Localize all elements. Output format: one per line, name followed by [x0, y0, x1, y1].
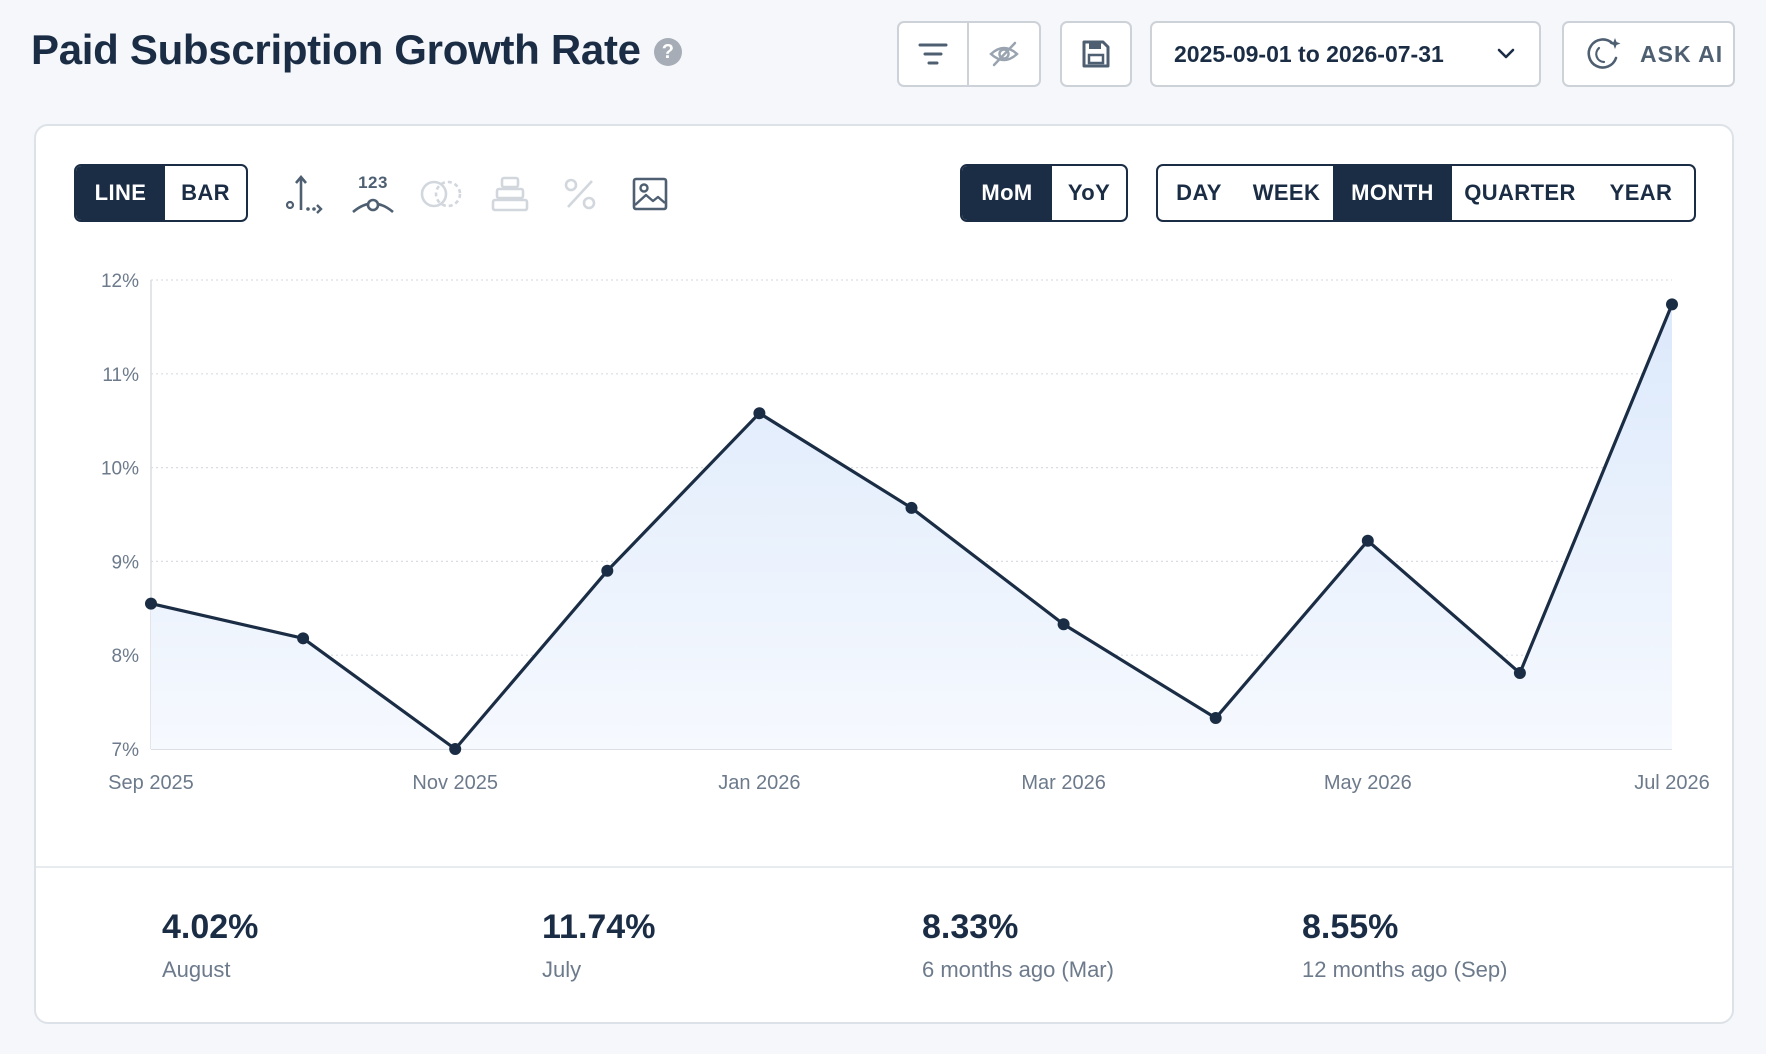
stat-value: 4.02%: [162, 908, 259, 946]
stat-value: 8.33%: [922, 908, 1019, 946]
stat-label: 12 months ago (Sep): [1302, 957, 1508, 982]
granularity-month[interactable]: MONTH: [1333, 166, 1452, 220]
chart-type-toggle: LINE BAR: [74, 164, 248, 222]
data-labels-text: 123: [358, 173, 388, 192]
percent-button[interactable]: [556, 170, 604, 218]
data-point: [753, 407, 766, 420]
stack-button[interactable]: [486, 170, 534, 218]
y-tick-label: 10%: [101, 459, 139, 480]
compare-button[interactable]: [416, 170, 466, 218]
x-tick-label: Jul 2026: [1634, 772, 1710, 794]
chart-card: LINE BAR 123: [34, 124, 1734, 1024]
y-tick-label: 8%: [112, 646, 140, 667]
date-range-value: 2025-09-01 to 2026-07-31: [1174, 40, 1444, 67]
percent-icon: [564, 178, 596, 210]
card-divider: [36, 866, 1732, 868]
chart-type-bar[interactable]: BAR: [181, 180, 230, 205]
stack-icon: [491, 176, 529, 212]
comparison-mom[interactable]: MoM: [962, 166, 1052, 220]
granularity-toggle: DAY WEEK MONTH QUARTER YEAR: [1156, 164, 1696, 222]
data-point: [449, 743, 462, 755]
page-title-wrap: Paid Subscription Growth Rate ?: [31, 26, 682, 74]
chart-type-line[interactable]: LINE: [76, 166, 165, 220]
granularity-day[interactable]: DAY: [1176, 180, 1222, 205]
growth-rate-chart: 12% 11% 10% 9% 8% 7% Sep 2025 Nov 2025 Jan 2026 M…: [101, 271, 1710, 794]
comparison-yoy[interactable]: YoY: [1067, 180, 1111, 205]
hide-button[interactable]: [969, 23, 1039, 85]
x-tick-label: Mar 2026: [1021, 772, 1106, 794]
stat-label: 6 months ago (Mar): [922, 957, 1114, 982]
data-point: [905, 501, 918, 514]
ai-sparkle-icon: [1587, 38, 1621, 69]
stat-previous: 11.74% July: [542, 908, 655, 983]
page-header: Paid Subscription Growth Rate ? 2025-0: [0, 0, 1766, 110]
data-point: [1057, 618, 1070, 631]
filter-button[interactable]: [899, 23, 969, 85]
data-point: [1513, 667, 1526, 680]
stat-six-months: 8.33% 6 months ago (Mar): [922, 908, 1114, 983]
x-tick-label: Nov 2025: [412, 772, 498, 794]
y-tick-label: 7%: [112, 740, 140, 761]
help-icon[interactable]: ?: [653, 38, 682, 66]
data-labels-icon: [352, 198, 394, 214]
eye-off-icon: [989, 41, 1019, 67]
x-tick-label: May 2026: [1324, 772, 1412, 794]
data-point: [1666, 298, 1678, 311]
ask-ai-button[interactable]: ASK AI: [1562, 21, 1735, 87]
stat-twelve-months: 8.55% 12 months ago (Sep): [1302, 908, 1507, 983]
save-button[interactable]: [1060, 21, 1132, 87]
granularity-quarter[interactable]: QUARTER: [1464, 180, 1576, 205]
stat-value: 11.74%: [542, 908, 656, 946]
data-point: [601, 564, 614, 577]
x-tick-label: Jan 2026: [718, 772, 800, 794]
filter-visibility-group: [897, 21, 1041, 87]
series-area: [151, 304, 1672, 749]
chevron-down-icon: [1497, 48, 1515, 59]
stat-current: 4.02% August: [162, 908, 258, 983]
data-point: [297, 632, 310, 645]
granularity-year[interactable]: YEAR: [1609, 180, 1673, 205]
image-icon: [632, 177, 668, 211]
granularity-week[interactable]: WEEK: [1252, 180, 1321, 205]
filter-icon: [918, 43, 948, 65]
comparison-toggle: MoM YoY: [960, 164, 1128, 222]
save-icon: [1082, 40, 1110, 68]
x-tick-label: Sep 2025: [108, 772, 194, 794]
data-labels-button[interactable]: 123: [348, 166, 398, 222]
date-range-select[interactable]: 2025-09-01 to 2026-07-31: [1150, 21, 1541, 87]
stat-label: August: [162, 957, 231, 982]
data-point: [145, 597, 157, 610]
export-image-button[interactable]: [626, 170, 674, 218]
data-point: [1209, 712, 1222, 725]
y-tick-label: 11%: [102, 365, 139, 386]
stat-value: 8.55%: [1302, 908, 1399, 946]
page-title: Paid Subscription Growth Rate: [31, 26, 641, 73]
compare-circles-icon: [420, 180, 462, 208]
y-tick-label: 12%: [101, 271, 139, 292]
data-point: [1361, 534, 1374, 547]
axis-icon: [285, 174, 323, 214]
y-tick-label: 9%: [112, 552, 140, 573]
stat-label: July: [542, 957, 582, 982]
axis-toggle-button[interactable]: [280, 170, 328, 218]
ask-ai-label: ASK AI: [1640, 40, 1724, 67]
